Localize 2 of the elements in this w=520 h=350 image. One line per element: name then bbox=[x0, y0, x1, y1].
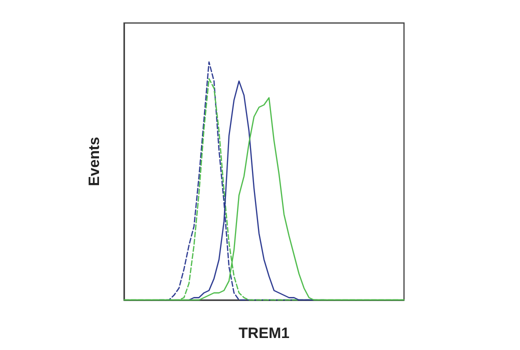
x-axis-title: TREM1 bbox=[238, 325, 290, 342]
y-axis-title: Events bbox=[86, 136, 103, 186]
